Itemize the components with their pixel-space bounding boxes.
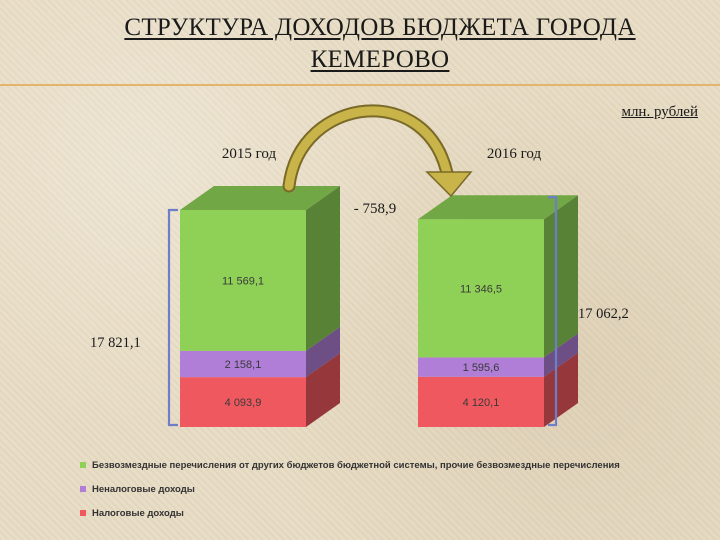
total-brace-2015 bbox=[167, 208, 178, 427]
bar-value-label: 11 569,1 bbox=[222, 275, 264, 287]
legend-label: Безвозмездные перечисления от других бюд… bbox=[92, 460, 620, 471]
total-label-2016: 17 062,2 bbox=[578, 306, 629, 322]
bar-segment-side bbox=[544, 195, 578, 358]
bar-segment-side bbox=[306, 326, 340, 378]
total-label-2015: 17 821,1 bbox=[90, 335, 141, 351]
bar-top-face bbox=[180, 186, 340, 210]
page-title: СТРУКТУРА ДОХОДОВ БЮДЖЕТА ГОРОДА КЕМЕРОВ… bbox=[40, 12, 720, 76]
bar-value-label: 1 595,6 bbox=[463, 362, 500, 374]
units-label: млн. рублей bbox=[621, 104, 698, 120]
legend-label: Неналоговые доходы bbox=[92, 484, 195, 495]
bar-segment bbox=[180, 350, 306, 378]
bar-group-2016: 4 120,1 1 595,6 11 346,5 2016 год bbox=[418, 146, 578, 427]
bar-top-face bbox=[418, 195, 578, 220]
bar-segment bbox=[180, 377, 306, 427]
bar-value-label: 2 158,1 bbox=[225, 359, 262, 371]
legend-item: Безвозмездные перечисления от других бюд… bbox=[80, 460, 620, 471]
legend-swatch bbox=[80, 510, 86, 517]
legend-item: Налоговые доходы bbox=[80, 508, 184, 519]
bar-segment bbox=[418, 219, 544, 358]
total-brace-2016 bbox=[548, 196, 558, 427]
bar-value-label: 4 120,1 bbox=[463, 397, 500, 409]
bar-segment bbox=[418, 357, 544, 377]
bar-segment-side bbox=[544, 333, 578, 377]
category-label: 2016 год bbox=[487, 146, 542, 162]
bar-value-label: 11 346,5 bbox=[460, 283, 502, 295]
bar-segment-side bbox=[544, 352, 578, 427]
legend-swatch bbox=[80, 462, 86, 469]
bar-segment bbox=[180, 210, 306, 351]
legend-swatch bbox=[80, 486, 86, 493]
legend-label: Налоговые доходы bbox=[92, 508, 184, 519]
category-label: 2015 год bbox=[222, 146, 277, 162]
change-arrow-outline bbox=[282, 104, 455, 193]
title-line-1: СТРУКТУРА ДОХОДОВ БЮДЖЕТА ГОРОДА bbox=[124, 14, 636, 41]
bar-segment-side bbox=[306, 186, 340, 351]
title-divider bbox=[0, 84, 720, 86]
change-arrow-head bbox=[425, 171, 473, 198]
bar-segment bbox=[418, 376, 544, 427]
title-line-2: КЕМЕРОВО bbox=[310, 46, 450, 73]
legend-item: Неналоговые доходы bbox=[80, 484, 195, 495]
bar-segment-side bbox=[306, 353, 340, 427]
bar-group-2015: 4 093,9 2 158,1 11 569,1 2015 год bbox=[180, 146, 340, 427]
bar-value-label: 4 093,9 bbox=[225, 397, 262, 409]
change-arrow bbox=[284, 106, 453, 191]
change-label: - 758,9 bbox=[354, 201, 397, 217]
